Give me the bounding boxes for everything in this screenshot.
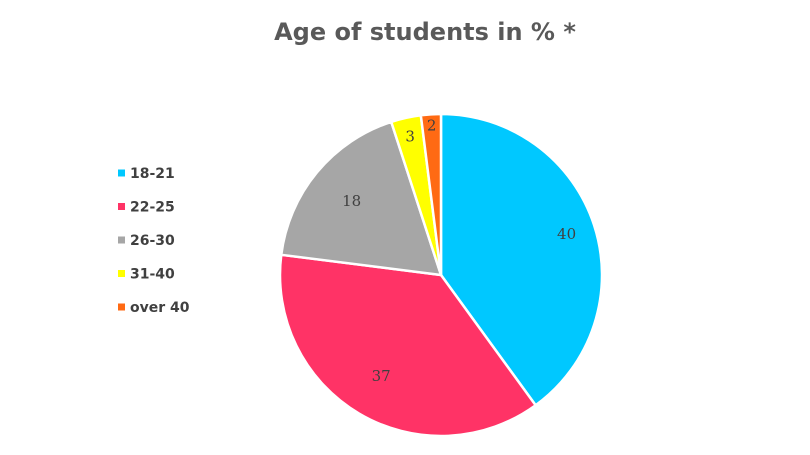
legend-label-26-30: 26-30 bbox=[130, 233, 175, 249]
data-label-31-40: 3 bbox=[405, 128, 415, 146]
legend-swatch-26-30 bbox=[118, 236, 125, 244]
data-labels: 40 37 18 32 bbox=[342, 117, 576, 386]
legend-swatch-31-40 bbox=[118, 270, 125, 277]
legend-label-over-40: over 40 bbox=[130, 300, 190, 316]
legend-label-22-25: 22-25 bbox=[130, 200, 175, 216]
pie-slices bbox=[278, 112, 604, 438]
legend: 18-21 22-25 26-30 31-40 over 40 bbox=[118, 166, 190, 316]
legend-swatch-over-40 bbox=[118, 303, 125, 311]
data-label-22-25: 37 bbox=[372, 367, 391, 385]
legend-swatch-18-21 bbox=[118, 169, 125, 177]
legend-label-18-21: 18-21 bbox=[130, 166, 175, 182]
pie-slice-26-30 bbox=[280, 120, 443, 277]
pie-slice-18-21 bbox=[439, 112, 604, 407]
pie-slice-over-40 bbox=[419, 112, 443, 277]
chart-title: Age of students in % * bbox=[274, 18, 576, 46]
data-label-18-21: 40 bbox=[557, 225, 576, 243]
legend-swatch-22-25 bbox=[118, 203, 125, 210]
data-label-26-30: 18 bbox=[342, 192, 361, 210]
legend-label-31-40: 31-40 bbox=[130, 267, 175, 283]
pie-slice-22-25 bbox=[278, 253, 537, 438]
data-label-over-40: 2 bbox=[427, 117, 437, 135]
